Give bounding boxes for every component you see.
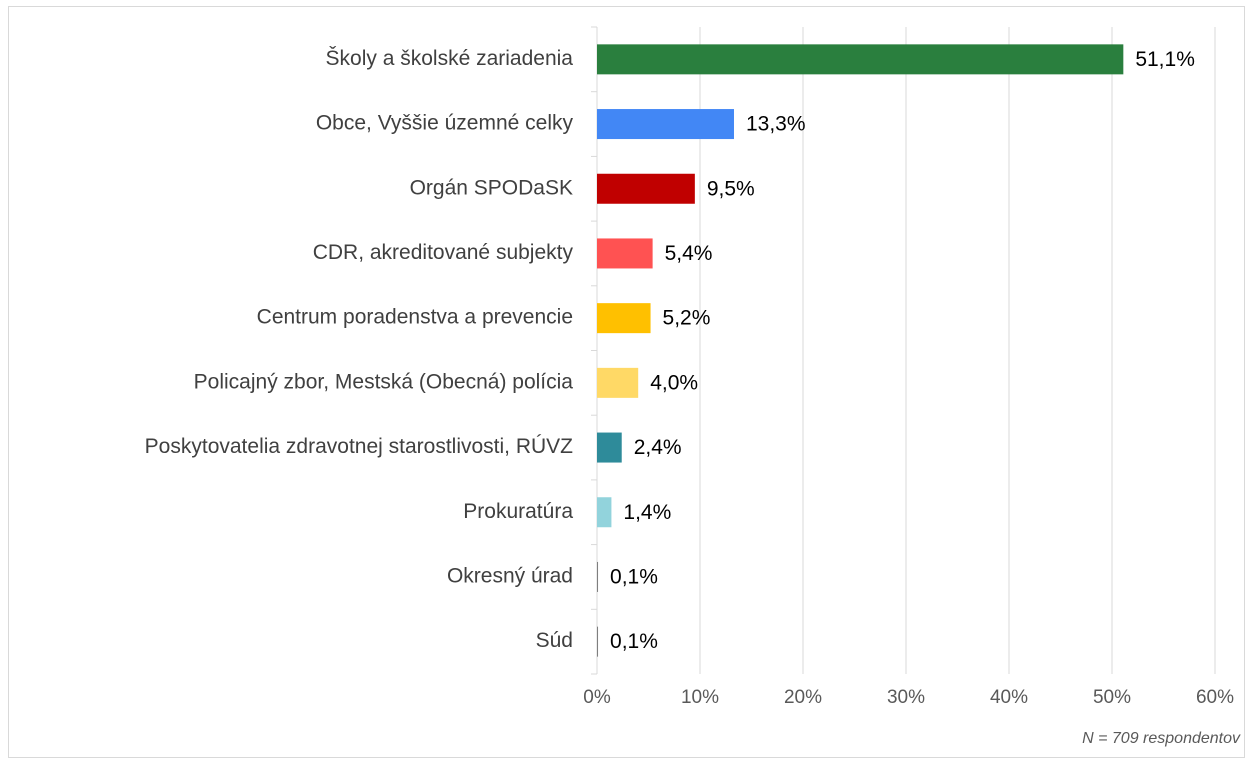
bar <box>597 173 695 204</box>
value-label: 0,1% <box>610 630 658 653</box>
bar <box>597 303 651 334</box>
value-label: 5,2% <box>663 307 711 330</box>
bar <box>597 109 734 140</box>
value-label: 5,4% <box>665 242 713 265</box>
annotation: N = 709 respondentov <box>1082 730 1241 747</box>
value-label: 2,4% <box>634 436 682 459</box>
y-tick-label: Prokuratúra <box>463 500 573 523</box>
x-tick-label: 0% <box>583 687 611 708</box>
bar <box>597 432 622 463</box>
bar <box>597 367 639 398</box>
bar <box>597 626 599 657</box>
y-tick-label: Súd <box>536 629 573 652</box>
value-label: 1,4% <box>623 501 671 524</box>
value-label: 13,3% <box>746 113 806 136</box>
y-tick-label: Orgán SPODaSK <box>410 176 573 199</box>
x-tick-label: 30% <box>887 687 925 708</box>
y-tick-label: Školy a školské zariadenia <box>326 47 574 70</box>
x-tick-label: 40% <box>990 687 1028 708</box>
bar <box>597 561 599 592</box>
y-tick-label: Obce, Vyššie územné celky <box>316 112 574 135</box>
bar <box>597 44 1124 75</box>
x-tick-label: 10% <box>681 687 719 708</box>
x-tick-label: 20% <box>784 687 822 708</box>
y-tick-label: Policajný zbor, Mestská (Obecná) polícia <box>194 370 574 393</box>
value-label: 9,5% <box>707 177 755 200</box>
y-tick-label: Poskytovatelia zdravotnej starostlivosti… <box>145 435 573 458</box>
value-label: 51,1% <box>1135 48 1195 71</box>
value-label: 0,1% <box>610 565 658 588</box>
y-tick-label: CDR, akreditované subjekty <box>313 241 574 264</box>
value-label: 4,0% <box>650 371 698 394</box>
bar <box>597 497 612 528</box>
bar <box>597 238 653 269</box>
x-tick-label: 60% <box>1196 687 1234 708</box>
y-tick-label: Okresný úrad <box>447 564 573 587</box>
x-tick-label: 50% <box>1093 687 1131 708</box>
y-tick-label: Centrum poradenstva a prevencie <box>257 306 573 329</box>
